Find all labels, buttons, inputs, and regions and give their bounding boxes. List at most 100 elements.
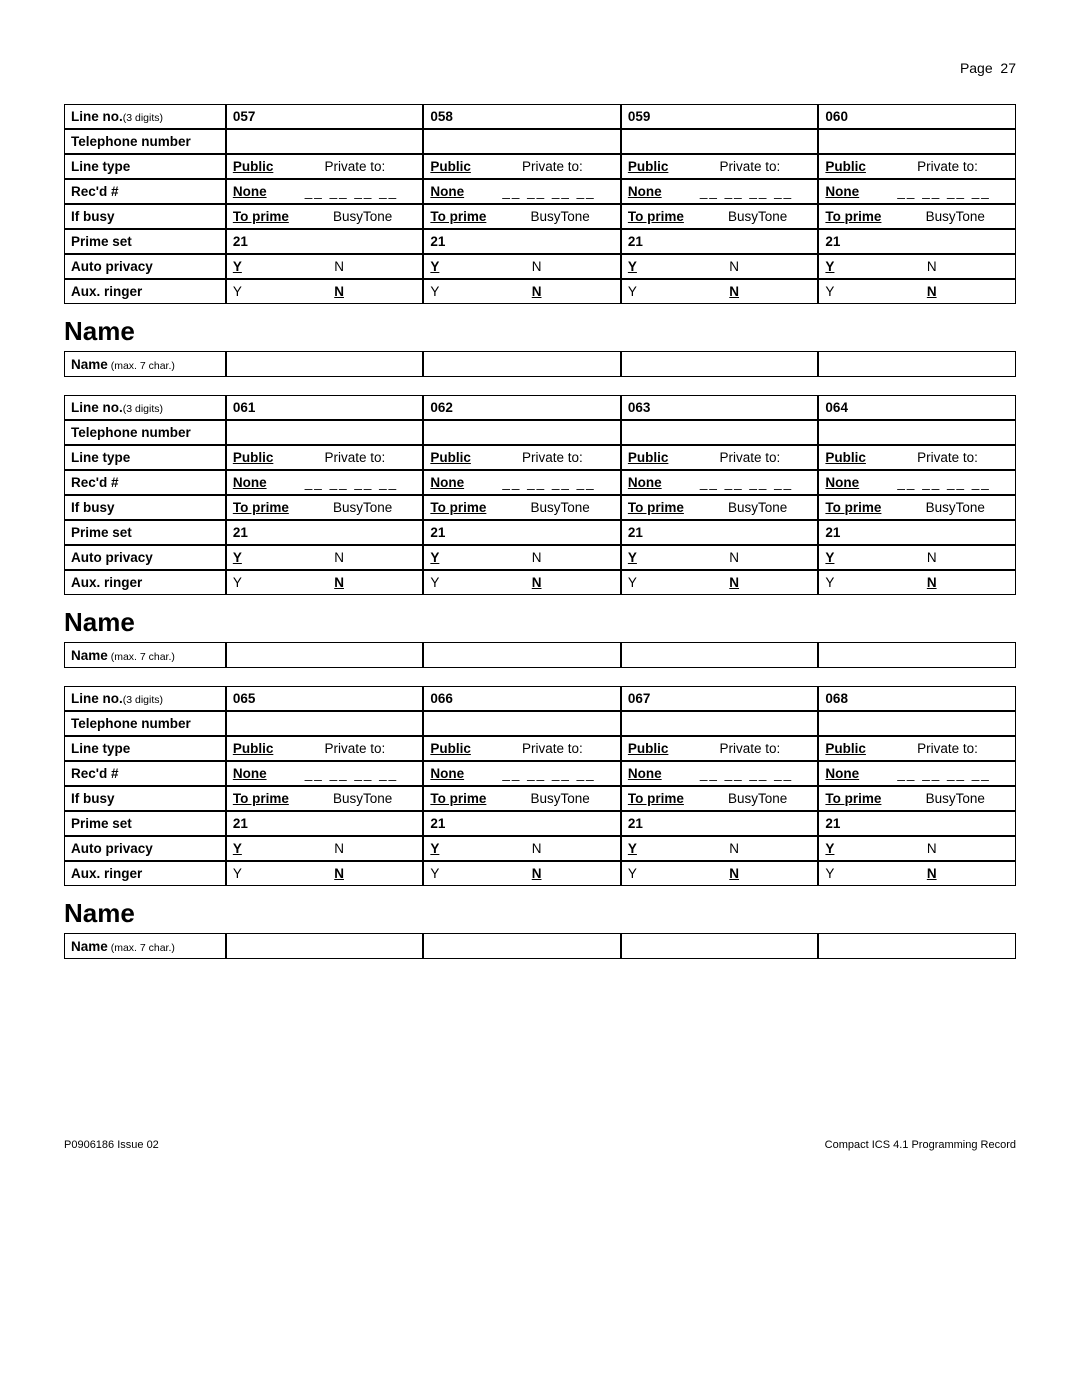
- page-number: 27: [1000, 60, 1016, 76]
- recd-061: None__ __ __ __: [226, 470, 424, 495]
- primeset-065: 21: [226, 811, 424, 836]
- autopriv-062: YN: [423, 545, 621, 570]
- ifbusy-064: To primeBusyTone: [818, 495, 1016, 520]
- row-label-ifbusy: If busy: [64, 786, 226, 811]
- autopriv-065: YN: [226, 836, 424, 861]
- linetype-068: PublicPrivate to:: [818, 736, 1016, 761]
- row-label-tel: Telephone number: [64, 711, 226, 736]
- primeset-058: 21: [423, 229, 621, 254]
- name-table-1: Name (max. 7 char.): [64, 642, 1016, 668]
- name-061: [226, 642, 424, 668]
- primeset-061: 21: [226, 520, 424, 545]
- row-label-line-no: Line no.(3 digits): [64, 104, 226, 129]
- auxringer-058: YN: [423, 279, 621, 304]
- linetype-066: PublicPrivate to:: [423, 736, 621, 761]
- name-063: [621, 642, 819, 668]
- config-block-0: Line no.(3 digits)057058059060Telephone …: [64, 104, 1016, 377]
- linetype-058: PublicPrivate to:: [423, 154, 621, 179]
- row-label-linetype: Line type: [64, 154, 226, 179]
- auxringer-062: YN: [423, 570, 621, 595]
- tel-058: [423, 129, 621, 154]
- name-068: [818, 933, 1016, 959]
- row-label-recd: Rec'd #: [64, 470, 226, 495]
- row-label-linetype: Line type: [64, 445, 226, 470]
- primeset-057: 21: [226, 229, 424, 254]
- autopriv-061: YN: [226, 545, 424, 570]
- section-title-1: Name: [64, 607, 1016, 638]
- row-label-linetype: Line type: [64, 736, 226, 761]
- line-no-066: 066: [423, 686, 621, 711]
- linetype-065: PublicPrivate to:: [226, 736, 424, 761]
- row-label-line-no: Line no.(3 digits): [64, 395, 226, 420]
- ifbusy-060: To primeBusyTone: [818, 204, 1016, 229]
- footer-right: Compact ICS 4.1 Programming Record: [825, 1139, 1016, 1151]
- recd-067: None__ __ __ __: [621, 761, 819, 786]
- autopriv-060: YN: [818, 254, 1016, 279]
- tel-060: [818, 129, 1016, 154]
- row-label-primeset: Prime set: [64, 811, 226, 836]
- recd-062: None__ __ __ __: [423, 470, 621, 495]
- ifbusy-059: To primeBusyTone: [621, 204, 819, 229]
- primeset-067: 21: [621, 811, 819, 836]
- linetype-067: PublicPrivate to:: [621, 736, 819, 761]
- auxringer-067: YN: [621, 861, 819, 886]
- auxringer-065: YN: [226, 861, 424, 886]
- row-label-auxringer: Aux. ringer: [64, 279, 226, 304]
- recd-063: None__ __ __ __: [621, 470, 819, 495]
- tel-066: [423, 711, 621, 736]
- name-table-2: Name (max. 7 char.): [64, 933, 1016, 959]
- row-label-primeset: Prime set: [64, 229, 226, 254]
- config-block-2: Line no.(3 digits)065066067068Telephone …: [64, 686, 1016, 959]
- recd-057: None__ __ __ __: [226, 179, 424, 204]
- auxringer-063: YN: [621, 570, 819, 595]
- row-label-name: Name (max. 7 char.): [64, 642, 226, 668]
- auxringer-060: YN: [818, 279, 1016, 304]
- ifbusy-063: To primeBusyTone: [621, 495, 819, 520]
- tel-068: [818, 711, 1016, 736]
- page-header: Page 27: [64, 60, 1016, 76]
- ifbusy-066: To primeBusyTone: [423, 786, 621, 811]
- autopriv-068: YN: [818, 836, 1016, 861]
- line-no-061: 061: [226, 395, 424, 420]
- config-table-1: Line no.(3 digits)061062063064Telephone …: [64, 395, 1016, 595]
- primeset-068: 21: [818, 811, 1016, 836]
- recd-066: None__ __ __ __: [423, 761, 621, 786]
- auxringer-064: YN: [818, 570, 1016, 595]
- ifbusy-061: To primeBusyTone: [226, 495, 424, 520]
- line-no-058: 058: [423, 104, 621, 129]
- linetype-057: PublicPrivate to:: [226, 154, 424, 179]
- config-block-1: Line no.(3 digits)061062063064Telephone …: [64, 395, 1016, 668]
- tel-065: [226, 711, 424, 736]
- linetype-064: PublicPrivate to:: [818, 445, 1016, 470]
- linetype-059: PublicPrivate to:: [621, 154, 819, 179]
- row-label-tel: Telephone number: [64, 420, 226, 445]
- tel-062: [423, 420, 621, 445]
- autopriv-057: YN: [226, 254, 424, 279]
- linetype-062: PublicPrivate to:: [423, 445, 621, 470]
- row-label-recd: Rec'd #: [64, 761, 226, 786]
- name-064: [818, 642, 1016, 668]
- primeset-062: 21: [423, 520, 621, 545]
- tel-067: [621, 711, 819, 736]
- recd-065: None__ __ __ __: [226, 761, 424, 786]
- page-label: Page: [960, 60, 993, 76]
- ifbusy-057: To primeBusyTone: [226, 204, 424, 229]
- name-059: [621, 351, 819, 377]
- autopriv-067: YN: [621, 836, 819, 861]
- autopriv-066: YN: [423, 836, 621, 861]
- auxringer-061: YN: [226, 570, 424, 595]
- row-label-auxringer: Aux. ringer: [64, 570, 226, 595]
- linetype-060: PublicPrivate to:: [818, 154, 1016, 179]
- auxringer-059: YN: [621, 279, 819, 304]
- row-label-recd: Rec'd #: [64, 179, 226, 204]
- recd-068: None__ __ __ __: [818, 761, 1016, 786]
- auxringer-057: YN: [226, 279, 424, 304]
- ifbusy-058: To primeBusyTone: [423, 204, 621, 229]
- line-no-062: 062: [423, 395, 621, 420]
- ifbusy-065: To primeBusyTone: [226, 786, 424, 811]
- config-table-0: Line no.(3 digits)057058059060Telephone …: [64, 104, 1016, 304]
- name-057: [226, 351, 424, 377]
- autopriv-058: YN: [423, 254, 621, 279]
- line-no-067: 067: [621, 686, 819, 711]
- row-label-autopriv: Auto privacy: [64, 836, 226, 861]
